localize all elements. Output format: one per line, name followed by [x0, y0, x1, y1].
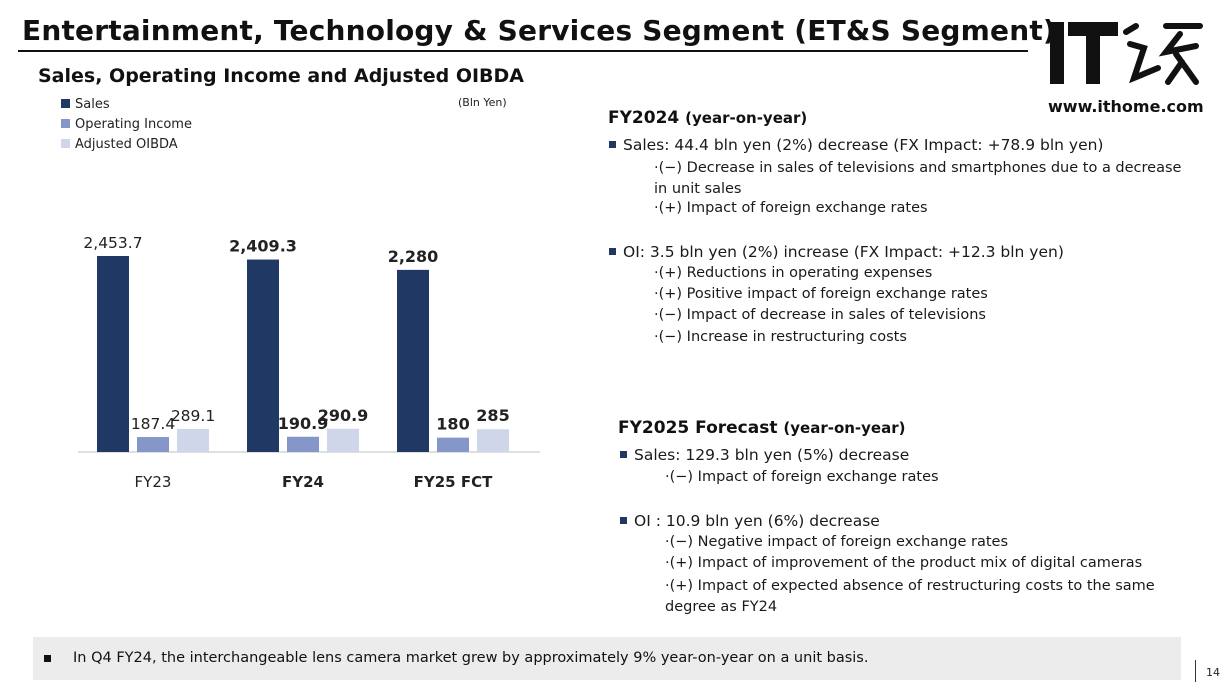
fy2024-heading-suffix: (year-on-year)	[685, 109, 808, 127]
unit-note: (Bln Yen)	[458, 96, 507, 109]
bar-adjusted-oibda	[477, 429, 509, 452]
fy2024-sales-text: Sales: 44.4 bln yen (2%) decrease (FX Im…	[623, 136, 1104, 154]
data-label: 285	[476, 406, 509, 425]
fy2024-heading: FY2024 (year-on-year)	[608, 108, 807, 128]
footer-note: In Q4 FY24, the interchangeable lens cam…	[73, 650, 869, 666]
fy2025-heading-label: FY2025 Forecast	[618, 418, 778, 438]
bar-sales	[97, 256, 129, 452]
page-title: Entertainment, Technology & Services Seg…	[22, 14, 1056, 47]
fy2024-heading-label: FY2024	[608, 108, 680, 128]
data-label: 2,409.3	[229, 237, 297, 256]
data-label: 289.1	[171, 407, 215, 425]
title-divider	[18, 50, 1028, 52]
fy2024-sales-item: ·(−) Decrease in sales of televisions an…	[654, 160, 1182, 197]
fy2025-oi-item: ·(+) Impact of improvement of the produc…	[665, 555, 1143, 571]
legend-swatch-adjusted-oibda	[61, 139, 70, 148]
bar-sales	[397, 269, 429, 452]
bar-operating-income	[437, 437, 469, 452]
bullet-icon	[44, 655, 51, 662]
fy2025-oi-bullet: OI : 10.9 bln yen (6%) decrease	[620, 512, 880, 530]
bullet-icon	[620, 451, 627, 458]
fy2025-heading: FY2025 Forecast (year-on-year)	[618, 418, 905, 438]
data-label: 180	[436, 415, 469, 434]
fy2025-sales-bullet: Sales: 129.3 bln yen (5%) decrease	[620, 446, 909, 464]
ithome-logo	[1050, 22, 1203, 85]
x-tick-label: FY23	[135, 473, 172, 491]
legend-swatch-sales	[61, 99, 70, 108]
data-label: 2,453.7	[83, 234, 142, 252]
data-label: 2,280	[388, 247, 439, 266]
x-tick-label: FY24	[282, 473, 324, 491]
fy2024-oi-bullet: OI: 3.5 bln yen (2%) increase (FX Impact…	[609, 243, 1064, 261]
bar-operating-income	[137, 437, 169, 452]
chart-subtitle: Sales, Operating Income and Adjusted OIB…	[38, 65, 525, 87]
data-label: 187.4	[131, 415, 175, 433]
bar-adjusted-oibda	[177, 428, 209, 452]
fy2024-oi-item: ·(−) Impact of decrease in sales of tele…	[654, 307, 986, 323]
page-number-divider	[1195, 660, 1196, 682]
fy2025-heading-suffix: (year-on-year)	[783, 419, 906, 437]
fy2024-oi-text: OI: 3.5 bln yen (2%) increase (FX Impact…	[623, 243, 1064, 261]
bar-operating-income	[287, 436, 319, 452]
footer-note-box	[33, 637, 1181, 680]
fy2024-oi-item: ·(+) Positive impact of foreign exchange…	[654, 286, 988, 302]
logo-url: www.ithome.com	[1048, 97, 1204, 116]
legend-label-adjusted-oibda: Adjusted OIBDA	[75, 137, 178, 152]
legend-label-sales: Sales	[75, 97, 110, 112]
bullet-icon	[609, 141, 616, 148]
data-label: 290.9	[318, 406, 369, 425]
fy2025-oi-text: OI : 10.9 bln yen (6%) decrease	[634, 512, 880, 530]
legend-item-adjusted-oibda: Adjusted OIBDA	[61, 137, 178, 152]
legend-swatch-operating-income	[61, 119, 70, 128]
bullet-icon	[620, 517, 627, 524]
bar-adjusted-oibda	[327, 428, 359, 452]
legend-item-operating-income: Operating Income	[61, 117, 192, 132]
x-tick-label: FY25 FCT	[414, 473, 493, 491]
page-number: 14	[1206, 666, 1220, 679]
legend-item-sales: Sales	[61, 97, 110, 112]
fy2024-oi-item: ·(+) Reductions in operating expenses	[654, 265, 933, 281]
legend-label-operating-income: Operating Income	[75, 117, 192, 132]
bar-sales	[247, 259, 279, 452]
data-label: 190.9	[278, 414, 329, 433]
bullet-icon	[609, 248, 616, 255]
fy2025-oi-item: ·(+) Impact of expected absence of restr…	[665, 578, 1155, 615]
fy2024-sales-item: ·(+) Impact of foreign exchange rates	[654, 200, 928, 216]
fy2024-oi-item: ·(−) Increase in restructuring costs	[654, 329, 907, 345]
fy2025-sales-text: Sales: 129.3 bln yen (5%) decrease	[634, 446, 910, 464]
fy2024-sales-bullet: Sales: 44.4 bln yen (2%) decrease (FX Im…	[609, 136, 1103, 154]
fy2025-oi-item: ·(−) Negative impact of foreign exchange…	[665, 534, 1009, 550]
fy2025-sales-item: ·(−) Impact of foreign exchange rates	[665, 469, 939, 485]
